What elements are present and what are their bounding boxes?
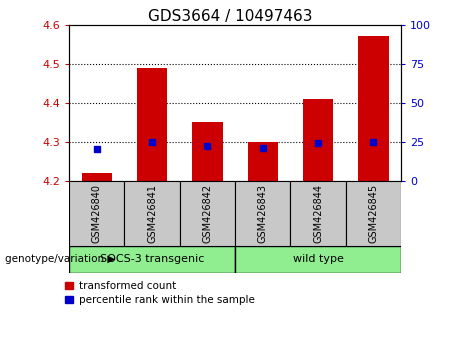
Bar xyxy=(290,181,346,246)
Bar xyxy=(358,36,389,181)
Text: GSM426844: GSM426844 xyxy=(313,184,323,243)
Text: genotype/variation ▶: genotype/variation ▶ xyxy=(5,254,115,264)
Bar xyxy=(82,173,112,181)
Bar xyxy=(180,181,235,246)
Text: wild type: wild type xyxy=(293,254,343,264)
Legend: transformed count, percentile rank within the sample: transformed count, percentile rank withi… xyxy=(65,281,254,306)
Text: GSM426845: GSM426845 xyxy=(368,184,378,243)
Text: GSM426840: GSM426840 xyxy=(92,184,102,243)
Bar xyxy=(137,68,167,181)
Text: GDS3664 / 10497463: GDS3664 / 10497463 xyxy=(148,9,313,24)
Text: GSM426842: GSM426842 xyxy=(202,184,213,243)
Bar xyxy=(346,181,401,246)
Bar xyxy=(69,246,235,273)
Bar xyxy=(248,142,278,181)
Bar xyxy=(303,99,333,181)
Bar xyxy=(235,246,401,273)
Bar xyxy=(192,122,223,181)
Bar xyxy=(235,181,290,246)
Bar xyxy=(124,181,180,246)
Text: GSM426843: GSM426843 xyxy=(258,184,268,243)
Text: SOCS-3 transgenic: SOCS-3 transgenic xyxy=(100,254,204,264)
Text: GSM426841: GSM426841 xyxy=(147,184,157,243)
Bar xyxy=(69,181,124,246)
